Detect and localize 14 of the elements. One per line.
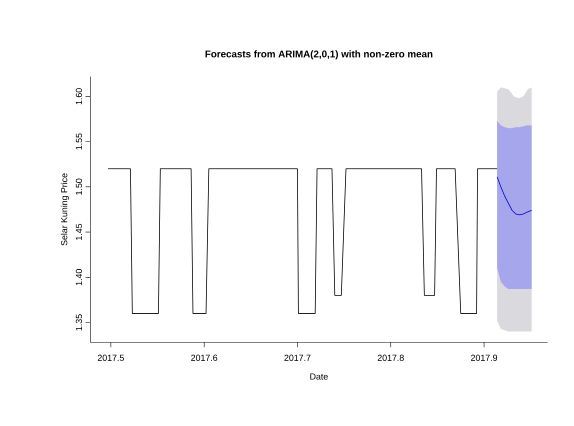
- y-tick-label: 1.50: [76, 178, 82, 195]
- y-tick-label: 1.60: [76, 88, 82, 104]
- y-axis-title: Selar Kuning Price: [60, 174, 70, 246]
- y-tick-label: 1.40: [76, 269, 82, 286]
- y-tick-label: 1.35: [76, 314, 82, 330]
- x-tick-label: 2017.7: [284, 354, 310, 362]
- x-tick-label: 2017.9: [471, 354, 498, 362]
- x-axis-title: Date: [310, 374, 328, 380]
- x-tick-label: 2017.8: [378, 354, 404, 362]
- x-tick-label: 2017.6: [191, 354, 218, 362]
- y-tick-label: 1.45: [76, 224, 82, 240]
- x-tick-label: 2017.5: [98, 354, 124, 362]
- chart-title: Forecasts from ARIMA(2,0,1) with non-zero mean: [206, 50, 432, 60]
- y-tick-label: 1.55: [76, 134, 82, 150]
